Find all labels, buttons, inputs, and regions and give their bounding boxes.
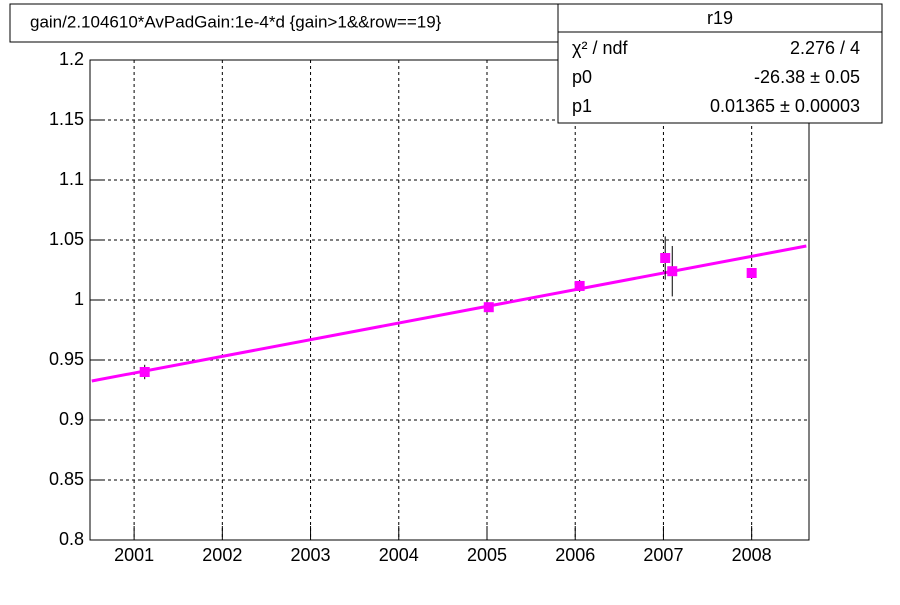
point (139, 367, 150, 377)
x-tick-label: 2007 (643, 545, 683, 565)
y-tick-label: 0.8 (59, 529, 84, 549)
x-tick-label: 2004 (379, 545, 419, 565)
x-tick-label: 2005 (467, 545, 507, 565)
stats-label: p1 (572, 96, 592, 116)
stats-value: 0.01365 ± 0.00003 (710, 96, 860, 116)
x-tick-label: 2002 (202, 545, 242, 565)
x-tick-label: 2006 (555, 545, 595, 565)
x-tick-label: 2008 (732, 545, 772, 565)
point (660, 253, 671, 263)
y-tick-label: 1.2 (59, 49, 84, 69)
point (746, 268, 757, 278)
x-tick-label: 2003 (291, 545, 331, 565)
stats-value: 2.276 / 4 (790, 38, 860, 58)
y-tick-label: 1.05 (49, 229, 84, 249)
chart-title: gain/2.104610*AvPadGain:1e-4*d {gain>1&&… (30, 12, 442, 31)
stats-title: r19 (707, 8, 733, 28)
y-tick-label: 0.9 (59, 409, 84, 429)
point (574, 280, 585, 291)
fit-line (91, 244, 807, 383)
y-tick-label: 1 (74, 289, 84, 309)
y-tick-label: 0.85 (49, 469, 84, 489)
title-box (9, 3, 639, 43)
stats-value: -26.38 ± 0.05 (754, 67, 860, 87)
point (483, 302, 494, 313)
y-tick-label: 1.15 (49, 109, 84, 129)
frame (89, 59, 810, 541)
stats-box (557, 3, 883, 124)
y-tick-label: 1.1 (59, 169, 84, 189)
point (667, 266, 678, 277)
x-tick-label: 2001 (114, 545, 154, 565)
stats-label: p0 (572, 67, 592, 87)
y-tick-label: 0.95 (49, 349, 84, 369)
stats-label: χ² / ndf (572, 38, 628, 58)
